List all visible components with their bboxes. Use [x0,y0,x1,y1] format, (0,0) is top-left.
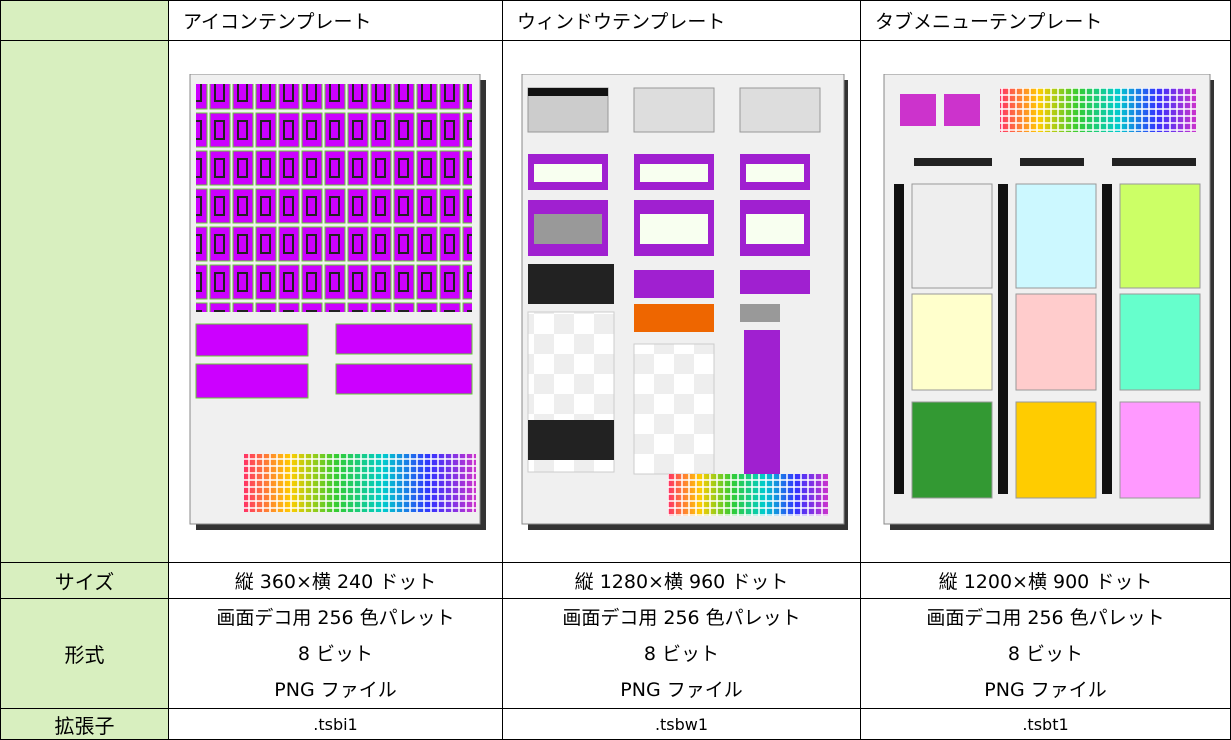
format-cell: 画面デコ用 256 色パレット 8 ビット PNG ファイル [168,598,503,709]
column-header: ウィンドウテンプレート [502,0,861,41]
format-line: 画面デコ用 256 色パレット [216,606,455,629]
tab-menu-template-image [883,73,1214,530]
size-cell: 縦 360×横 240 ドット [168,562,503,599]
extension-cell: .tsbt1 [860,708,1231,740]
corner-cell [0,0,169,41]
format-line: 8 ビット [297,642,374,665]
icon-template-image [189,73,486,530]
format-row: 形式 画面デコ用 256 色パレット 8 ビット PNG ファイル 画面デコ用 25… [0,598,1231,709]
format-line: PNG ファイル [274,678,397,701]
format-line: PNG ファイル [984,678,1107,701]
window-template-image [521,73,848,530]
format-cell: 画面デコ用 256 色パレット 8 ビット PNG ファイル [860,598,1231,709]
format-cell: 画面デコ用 256 色パレット 8 ビット PNG ファイル [502,598,861,709]
row-label: 形式 [0,598,169,709]
size-row: サイズ 縦 360×横 240 ドット 縦 1280×横 960 ドット 縦 1… [0,562,1231,599]
row-label: サイズ [0,562,169,599]
format-line: 8 ビット [643,642,720,665]
format-line: 画面デコ用 256 色パレット [562,606,801,629]
column-header: タブメニューテンプレート [860,0,1231,41]
preview-cell [168,40,503,563]
row-label: 拡張子 [0,708,169,740]
header-row: アイコンテンプレート ウィンドウテンプレート タブメニューテンプレート [0,0,1231,41]
size-cell: 縦 1200×横 900 ドット [860,562,1231,599]
extension-row: 拡張子 .tsbi1 .tsbw1 .tsbt1 [0,708,1231,740]
column-header: アイコンテンプレート [168,0,503,41]
format-line: 画面デコ用 256 色パレット [926,606,1165,629]
preview-row [0,40,1231,563]
format-line: 8 ビット [1007,642,1084,665]
label-cell [0,40,169,563]
preview-cell [502,40,861,563]
size-cell: 縦 1280×横 960 ドット [502,562,861,599]
extension-cell: .tsbw1 [502,708,861,740]
preview-cell [860,40,1231,563]
format-line: PNG ファイル [620,678,743,701]
extension-cell: .tsbi1 [168,708,503,740]
